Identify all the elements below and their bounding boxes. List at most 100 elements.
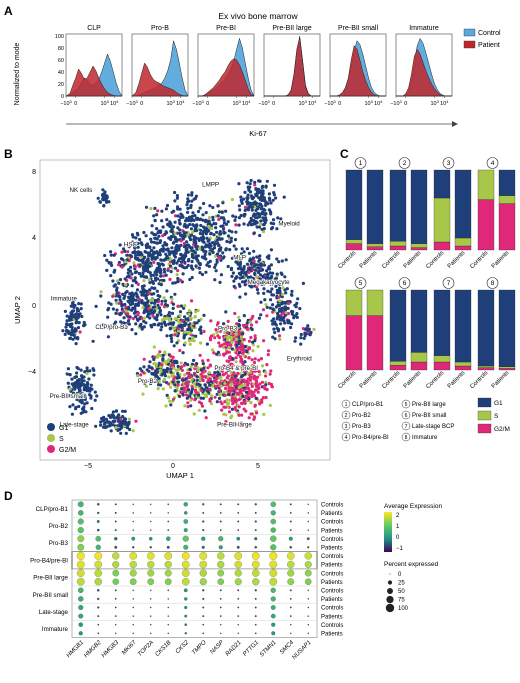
umap-point-g1 xyxy=(114,409,119,413)
umap-point-g1 xyxy=(161,358,165,362)
umap-point-g1 xyxy=(152,357,156,362)
dot-plot-dot xyxy=(234,552,243,560)
umap-point-g1 xyxy=(247,251,251,255)
umap-point-s xyxy=(199,341,203,345)
umap-point-g2m xyxy=(213,395,217,399)
umap-point-g1 xyxy=(175,341,179,345)
umap-point-g1 xyxy=(70,331,74,335)
umap-point-g1 xyxy=(114,311,118,315)
umap-point-g1 xyxy=(242,314,246,318)
umap-point-s xyxy=(237,385,241,389)
histogram-ytick-label: 60 xyxy=(58,58,64,64)
umap-point-g2m xyxy=(247,416,251,420)
umap-point-s xyxy=(131,429,135,433)
umap-point-g1 xyxy=(190,362,194,366)
umap-point-s xyxy=(158,368,162,372)
umap-point-g1 xyxy=(87,389,91,393)
umap-cluster-label: LMPP xyxy=(202,181,219,188)
dot-plot-dot xyxy=(147,578,155,586)
umap-point-g2m xyxy=(245,324,249,328)
umap-point-g1 xyxy=(130,284,134,288)
umap-point-g1 xyxy=(240,201,244,205)
dot-plot-row-label: CLP/pro-B1 xyxy=(36,506,69,513)
umap-point-g1 xyxy=(283,321,287,325)
umap-point-s xyxy=(183,341,187,345)
umap-point-g1 xyxy=(213,278,217,282)
umap-point-g1 xyxy=(265,179,269,183)
bar-category-label: Patients xyxy=(359,370,379,390)
umap-point-s xyxy=(170,374,174,378)
umap-point-g1 xyxy=(268,290,273,294)
dot-plot-dot xyxy=(150,606,152,609)
histogram-title: Pro-B xyxy=(151,25,169,32)
umap-point-g2m xyxy=(258,382,262,386)
dot-plot-dot xyxy=(77,527,84,534)
dot-plot-dot xyxy=(76,569,85,577)
umap-point-g1 xyxy=(141,266,145,270)
histogram-xtick-label: −103 xyxy=(192,99,204,107)
dot-plot-dot xyxy=(132,615,134,617)
umap-point-g1 xyxy=(159,328,163,332)
umap-point-g1 xyxy=(189,404,193,408)
umap-point-g1 xyxy=(215,230,219,234)
umap-point-g1 xyxy=(217,243,221,247)
umap-point-g2m xyxy=(230,329,234,333)
umap-point-g1 xyxy=(200,272,205,277)
umap-point-g1 xyxy=(126,319,130,323)
umap-point-g2m xyxy=(180,368,184,372)
umap-point-g1 xyxy=(77,321,81,325)
dot-plot-dot xyxy=(114,606,117,609)
umap-point-g1 xyxy=(70,382,74,386)
umap-point-g1 xyxy=(199,331,203,335)
umap-point-g2m xyxy=(229,343,233,347)
dot-plot-dot xyxy=(290,624,292,626)
umap-point-g2m xyxy=(247,270,251,274)
umap-point-s xyxy=(156,353,160,357)
umap-point-s xyxy=(153,361,157,366)
dot-plot-dot xyxy=(237,598,240,600)
bar-category-label: Controls xyxy=(425,250,445,270)
umap-point-s xyxy=(258,373,262,377)
dot-plot-dot xyxy=(270,518,277,525)
umap-point-g1 xyxy=(190,387,194,391)
dot-plot-dot xyxy=(306,537,310,541)
umap-point-g1 xyxy=(232,284,236,288)
umap-point-g1 xyxy=(191,223,195,227)
histogram-xtick-exp: 3 xyxy=(371,99,374,104)
umap-point-s xyxy=(124,283,128,287)
umap-point-g1 xyxy=(159,229,163,233)
umap-point-g1 xyxy=(230,230,234,234)
umap-point-g2m xyxy=(282,311,286,315)
umap-point-g2m xyxy=(253,403,257,407)
dot-plot-dot xyxy=(181,552,190,560)
umap-point-g1 xyxy=(160,325,164,329)
umap-point-g1 xyxy=(209,231,213,235)
umap-point-g1 xyxy=(255,207,260,211)
panel-a-ylabel: Normalized to mode xyxy=(14,43,21,106)
umap-point-s xyxy=(224,326,228,330)
umap-point-g1 xyxy=(278,318,282,322)
umap-point-g2m xyxy=(213,385,217,389)
umap-point-g1 xyxy=(141,260,145,264)
umap-point-g1 xyxy=(165,334,169,338)
umap-point-g1 xyxy=(74,407,78,411)
umap-point-g2m xyxy=(152,260,156,264)
dot-plot-dot xyxy=(132,606,134,609)
umap-point-g1 xyxy=(246,275,250,279)
histogram-area-patient xyxy=(131,62,188,97)
dot-plot-dot xyxy=(199,552,208,560)
umap-point-g1 xyxy=(76,386,80,390)
umap-point-g2m xyxy=(243,400,247,404)
umap-point-g1 xyxy=(134,298,138,302)
umap-ytick-1: 4 xyxy=(32,235,36,242)
dot-plot-dot xyxy=(307,598,309,600)
umap-point-g1 xyxy=(164,273,168,277)
umap-point-g1 xyxy=(254,187,258,191)
umap-point-g1 xyxy=(140,242,144,247)
umap-point-g1 xyxy=(150,240,154,244)
umap-point-g1 xyxy=(148,378,152,382)
umap-point-g1 xyxy=(68,405,72,409)
histogram-xtick-label: 103 xyxy=(430,99,439,107)
dot-plot-dot xyxy=(97,632,100,635)
